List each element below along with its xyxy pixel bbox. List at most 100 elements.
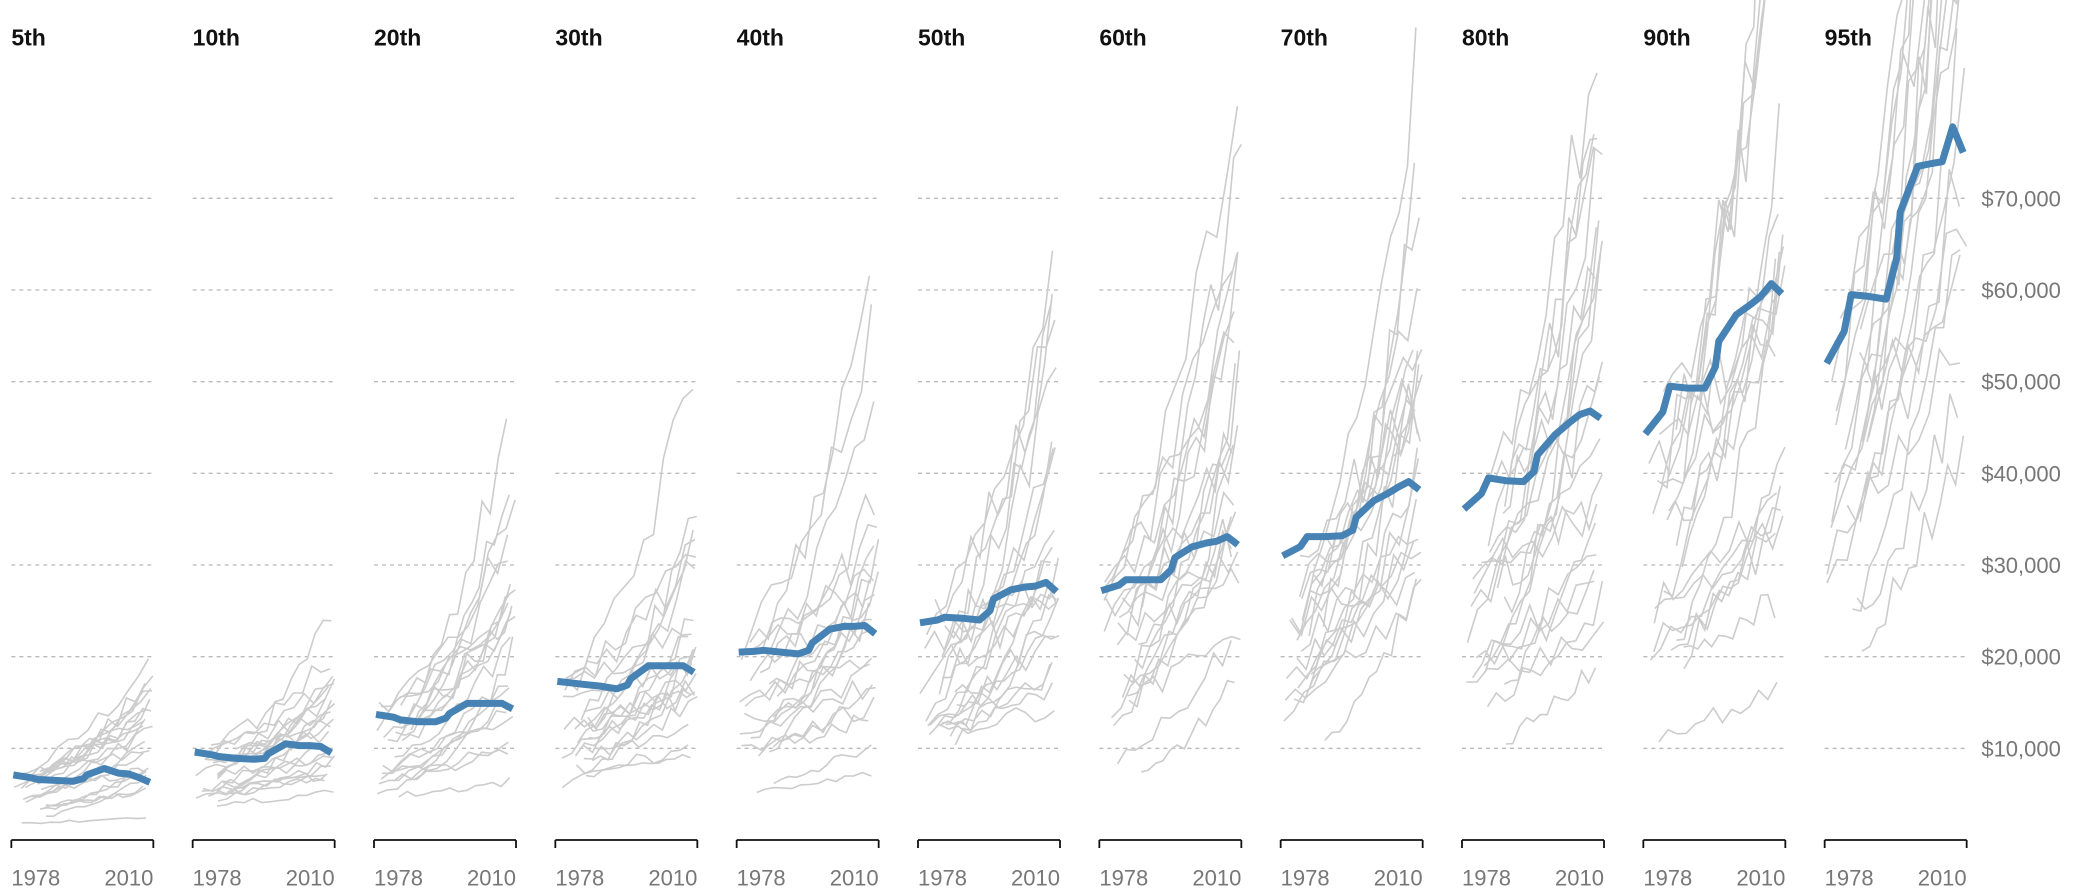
comparison-line bbox=[1138, 566, 1240, 646]
comparison-line bbox=[740, 304, 873, 661]
x-tick-label: 2010 bbox=[1736, 865, 1785, 890]
comparison-line bbox=[380, 583, 512, 708]
comparison-line bbox=[400, 418, 508, 706]
panel-title: 90th bbox=[1643, 24, 1690, 50]
comparison-line bbox=[954, 593, 1057, 746]
comparison-line bbox=[45, 774, 147, 817]
comparison-line bbox=[739, 657, 873, 735]
comparison-line bbox=[575, 744, 689, 775]
comparison-line bbox=[1298, 406, 1422, 598]
comparison-line bbox=[1310, 447, 1419, 675]
comparison-line bbox=[382, 715, 514, 775]
comparison-line bbox=[1826, 169, 1961, 584]
y-tick-label: $60,000 bbox=[1981, 278, 2061, 303]
comparison-line bbox=[382, 700, 508, 773]
comparison-line bbox=[1103, 106, 1239, 601]
comparison-line bbox=[1658, 681, 1778, 743]
y-tick-label: $40,000 bbox=[1981, 461, 2061, 486]
comparison-line bbox=[1653, 532, 1776, 653]
y-tick-label: $30,000 bbox=[1981, 553, 2061, 578]
comparison-line bbox=[1505, 667, 1597, 745]
panel-title: 10th bbox=[193, 24, 240, 50]
panel-60th: 60th 1978 2010 bbox=[1098, 24, 1243, 890]
comparison-line bbox=[1649, 515, 1784, 661]
x-tick-label: 2010 bbox=[648, 865, 697, 890]
comparison-line bbox=[1488, 240, 1603, 553]
series-line-30th bbox=[556, 662, 696, 693]
comparison-line bbox=[938, 367, 1057, 695]
comparison-line bbox=[210, 664, 331, 746]
comparison-line bbox=[588, 688, 692, 740]
comparison-line bbox=[195, 685, 330, 777]
comparison-line bbox=[1866, 0, 1960, 416]
comparison-line bbox=[395, 615, 516, 737]
comparison-line bbox=[1118, 519, 1233, 619]
x-tick-label: 2010 bbox=[1011, 865, 1060, 890]
panel-90th: 90th 1978 2010 bbox=[1642, 0, 1787, 890]
comparison-line bbox=[583, 695, 698, 760]
comparison-line bbox=[574, 679, 696, 732]
comparison-line bbox=[1681, 103, 1780, 568]
comparison-line bbox=[1675, 0, 1761, 430]
comparison-line bbox=[942, 595, 1059, 679]
x-tick-label: 1978 bbox=[1281, 865, 1330, 890]
comparison-line bbox=[565, 627, 692, 681]
comparison-line bbox=[25, 682, 146, 776]
comparison-line bbox=[1676, 251, 1781, 641]
x-tick-label: 1978 bbox=[1099, 865, 1148, 890]
comparison-line bbox=[934, 300, 1053, 624]
comparison-line bbox=[1859, 0, 1912, 330]
panel-title: 5th bbox=[11, 24, 46, 50]
x-tick-label: 1978 bbox=[555, 865, 604, 890]
comparison-line bbox=[227, 699, 333, 793]
comparison-line bbox=[45, 787, 147, 807]
comparison-line bbox=[1116, 640, 1232, 765]
comparison-line bbox=[954, 597, 1060, 695]
x-tick-label: 2010 bbox=[1374, 865, 1423, 890]
comparison-line bbox=[204, 682, 335, 761]
series-line-50th bbox=[919, 578, 1059, 627]
comparison-line bbox=[1835, 0, 1914, 412]
comparison-line bbox=[39, 785, 144, 810]
comparison-line bbox=[1670, 506, 1782, 651]
series-line-80th bbox=[1461, 407, 1603, 512]
series-line-70th bbox=[1281, 478, 1422, 559]
series-line-90th bbox=[1642, 280, 1785, 437]
comparison-line bbox=[564, 388, 694, 691]
comparison-line bbox=[765, 571, 879, 664]
comparison-line bbox=[1300, 498, 1417, 652]
x-tick-label: 2010 bbox=[1192, 865, 1241, 890]
comparison-line bbox=[945, 682, 1054, 732]
comparison-line bbox=[398, 499, 516, 725]
comparison-line bbox=[924, 560, 1052, 653]
comparison-line bbox=[574, 618, 694, 757]
comparison-line bbox=[563, 673, 697, 730]
comparison-line bbox=[1675, 258, 1777, 546]
panel-20th: 20th 1978 2010 bbox=[373, 24, 517, 890]
x-tick-label: 1978 bbox=[737, 865, 786, 890]
comparison-line bbox=[1858, 0, 1930, 371]
comparison-line bbox=[1284, 578, 1418, 701]
y-tick-label: $10,000 bbox=[1981, 736, 2061, 761]
comparison-line bbox=[376, 592, 511, 732]
comparison-line bbox=[1290, 551, 1422, 637]
comparison-line bbox=[1648, 289, 1783, 478]
comparison-line bbox=[1502, 265, 1596, 514]
comparison-line bbox=[762, 523, 878, 648]
comparison-line bbox=[1852, 249, 1961, 613]
panel-title: 60th bbox=[1099, 24, 1146, 50]
y-tick-label: $70,000 bbox=[1981, 186, 2061, 211]
comparison-line bbox=[929, 635, 1055, 726]
panel-95th: 95th 1978 2010 bbox=[1823, 0, 1968, 890]
comparison-line bbox=[1839, 0, 1903, 319]
x-tick-label: 1978 bbox=[193, 865, 242, 890]
comparison-line bbox=[1127, 635, 1241, 697]
x-tick-label: 2010 bbox=[830, 865, 879, 890]
comparison-line bbox=[195, 743, 326, 799]
comparison-line bbox=[951, 582, 1058, 665]
comparison-line bbox=[30, 752, 144, 798]
comparison-line bbox=[1110, 511, 1237, 719]
comparison-line bbox=[1475, 580, 1595, 666]
comparison-line bbox=[1472, 473, 1603, 580]
